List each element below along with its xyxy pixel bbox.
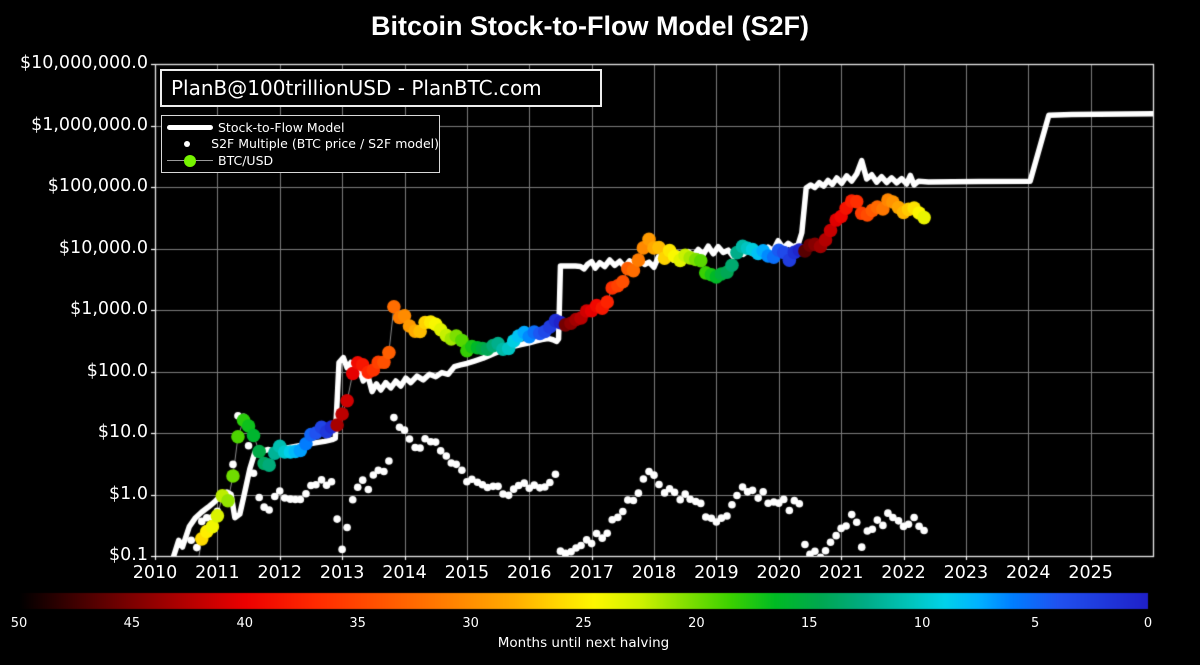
legend-item-s2f-multiple: S2F Multiple (BTC price / S2F model) xyxy=(162,136,439,152)
colorbar-tick-label: 50 xyxy=(10,616,28,631)
colorbar-tick-label: 25 xyxy=(575,616,592,631)
legend-item-btc-usd: BTC/USD xyxy=(162,153,439,169)
colorbar-caption: Months until next halving xyxy=(497,635,670,651)
x-tick-label: 2018 xyxy=(631,563,677,583)
colorbar-tick-label: 20 xyxy=(688,616,705,631)
colorbar-tick-label: 0 xyxy=(1143,616,1153,631)
colorbar-tick-label: 15 xyxy=(801,616,818,631)
colorbar-tick-label: 10 xyxy=(913,616,931,631)
x-tick-label: 2017 xyxy=(569,563,614,583)
x-tick-label: 2021 xyxy=(818,563,864,583)
y-tick-label: $1,000.0 xyxy=(70,299,148,319)
y-tick-label: $100.0 xyxy=(86,360,148,381)
legend-label: S2F Multiple (BTC price / S2F model) xyxy=(211,136,439,152)
legend-label: Stock-to-Flow Model xyxy=(218,119,345,135)
thick-line-icon xyxy=(162,125,218,130)
x-tick-label: 2013 xyxy=(319,563,365,583)
y-tick-label: $10.0 xyxy=(97,422,148,442)
legend-item-stock-to-flow-model: Stock-to-Flow Model xyxy=(162,119,439,135)
colorbar-tick-label: 40 xyxy=(236,616,254,631)
colorbar-tick-label: 35 xyxy=(349,616,366,631)
y-tick-label: $10,000,000.0 xyxy=(19,53,148,73)
x-tick-label: 2010 xyxy=(132,563,178,583)
colorbar-tick-label: 30 xyxy=(462,616,479,631)
x-tick-label: 2012 xyxy=(257,563,303,583)
y-tick-label: $10,000.0 xyxy=(58,237,148,258)
annotation-box: PlanB@100trillionUSD - PlanBTC.com xyxy=(160,69,602,107)
annotation-text: PlanB@100trillionUSD - PlanBTC.com xyxy=(171,76,542,100)
y-tick-label: $1,000,000.0 xyxy=(31,114,148,135)
page-title: Bitcoin Stock-to-Flow Model (S2F) xyxy=(371,11,809,41)
x-tick-label: 2014 xyxy=(382,563,427,583)
x-tick-label: 2022 xyxy=(881,563,926,583)
legend-label: BTC/USD xyxy=(218,153,274,169)
x-tick-label: 2020 xyxy=(756,563,802,583)
x-tick-label: 2011 xyxy=(195,563,240,583)
x-tick-label: 2024 xyxy=(1005,563,1051,583)
x-tick-label: 2023 xyxy=(943,563,989,583)
small-dot-icon xyxy=(162,140,211,147)
y-tick-label: $100,000.0 xyxy=(47,176,148,196)
colorbar-tick-label: 45 xyxy=(123,616,141,631)
x-tick-label: 2019 xyxy=(694,563,739,583)
x-tick-label: 2015 xyxy=(444,563,490,583)
green-dot-icon xyxy=(162,154,218,167)
y-tick-label: $1.0 xyxy=(109,483,148,504)
x-tick-label: 2016 xyxy=(506,563,552,583)
colorbar-tick-label: 5 xyxy=(1030,616,1040,631)
y-tick-label: $0.1 xyxy=(109,545,148,565)
legend: Stock-to-Flow Model S2F Multiple (BTC pr… xyxy=(161,115,440,173)
x-tick-label: 2025 xyxy=(1068,563,1113,583)
